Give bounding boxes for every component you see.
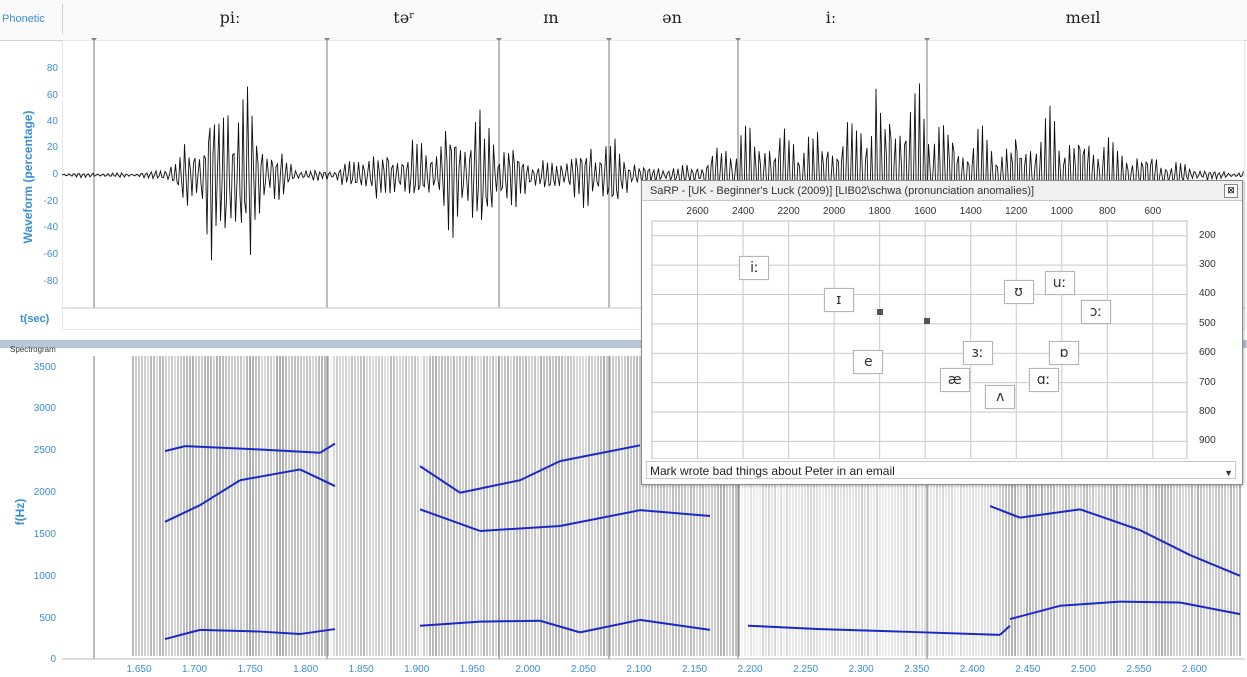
phonetic-segment[interactable]: meɪl (1065, 8, 1101, 27)
f1-tick-label: 700 (1199, 376, 1216, 388)
f1-tick-label: 500 (1199, 317, 1216, 329)
chevron-down-icon[interactable]: ▼ (1224, 468, 1233, 478)
phonetic-tier[interactable]: Phonetic piː təʳ ɪn ən iː meɪl (0, 0, 1247, 42)
f2-tick-label: 1600 (914, 206, 937, 217)
measured-vowel-point[interactable] (876, 309, 883, 316)
phonetic-tier-label: Phonetic (2, 4, 63, 34)
vowel-label[interactable]: ɑː (1028, 367, 1059, 392)
phonetic-segment[interactable]: təʳ (393, 8, 415, 27)
measured-vowel-point[interactable] (924, 317, 931, 324)
spectrogram-x-tick: 2.450 (1015, 664, 1041, 675)
f1-tick-label: 800 (1199, 405, 1216, 417)
spectrogram-x-tick: 2.050 (570, 664, 596, 675)
vowel-label[interactable]: ɒ (1049, 341, 1080, 366)
f2-tick-label: 2600 (686, 206, 709, 217)
waveform-y-tick: 40 (46, 116, 58, 127)
vowel-chart-grid (651, 220, 1188, 459)
spectrogram-x-tick: 1.700 (182, 664, 208, 675)
f2-tick-label: 2000 (823, 206, 846, 217)
waveform-y-tick: -80 (43, 276, 58, 287)
f2-tick-label: 800 (1098, 206, 1116, 217)
vowel-label[interactable]: ɪ (823, 288, 854, 313)
panel-splitter[interactable] (0, 340, 1247, 348)
vowel-chart[interactable] (642, 201, 1242, 459)
waveform-y-tick: 80 (46, 63, 58, 74)
spectrogram-y-tick: 0 (50, 654, 56, 665)
spectrogram-panel-title: Spectrogram (10, 345, 56, 354)
spectrogram-x-tick: 2.600 (1181, 664, 1207, 675)
spectrogram-x-tick: 1.750 (237, 664, 263, 675)
spectrogram-x-tick: 2.350 (904, 664, 930, 675)
spectrogram-x-tick: 2.300 (848, 664, 874, 675)
vowel-label[interactable]: ʌ (985, 385, 1016, 410)
f2-tick-label: 1200 (1005, 206, 1028, 217)
spectrogram-y-tick: 3000 (33, 403, 56, 414)
spectrogram-x-tick: 2.250 (793, 664, 819, 675)
sarp-window-title: SaRP - [UK - Beginner's Luck (2009)] [LI… (642, 181, 1242, 201)
spectrogram-x-tick: 2.400 (959, 664, 985, 675)
vowel-label[interactable]: ɔː (1080, 300, 1111, 325)
phonetic-segment[interactable]: ən (662, 8, 682, 27)
spectrogram-x-tick: 1.800 (293, 664, 319, 675)
f2-tick-label: 1800 (868, 206, 891, 217)
f1-tick-label: 200 (1199, 229, 1216, 241)
f2-tick-label: 2200 (777, 206, 800, 217)
f2-tick-label: 600 (1144, 206, 1162, 217)
close-icon[interactable]: ⊠ (1224, 184, 1238, 198)
phonetic-segment[interactable]: piː (219, 8, 241, 27)
spectrogram-y-tick: 3500 (33, 362, 56, 373)
f2-tick-label: 1000 (1050, 206, 1073, 217)
vowel-label[interactable]: æ (939, 367, 970, 392)
phonetic-segment[interactable]: iː (825, 8, 837, 27)
f1-tick-label: 900 (1199, 435, 1216, 447)
waveform-y-tick: 0 (52, 169, 58, 180)
vowel-label[interactable]: ʊ (1003, 279, 1034, 304)
waveform-y-tick: -40 (43, 222, 58, 233)
vowel-label[interactable]: iː (739, 256, 770, 280)
spectrogram-y-axis-label: f(Hz) (13, 498, 27, 526)
waveform-y-tick: 20 (46, 142, 58, 153)
waveform-y-tick: -60 (43, 249, 58, 260)
spectrogram-x-tick: 2.150 (681, 664, 708, 675)
f1-tick-label: 600 (1199, 347, 1216, 359)
spectrogram-y-tick: 500 (39, 613, 56, 624)
sentence-select[interactable]: Mark wrote bad things about Peter in an … (646, 461, 1236, 479)
waveform-y-tick: -20 (43, 196, 58, 207)
time-axis-label: t(sec) (20, 313, 50, 325)
waveform-y-tick: 60 (46, 90, 58, 101)
spectrogram-y-tick: 2500 (33, 445, 56, 456)
waveform-y-axis-label: Waveform (percentage) (21, 110, 35, 244)
spectrogram-x-tick: 1.950 (459, 664, 485, 675)
vowel-label[interactable]: uː (1044, 270, 1075, 295)
spectrogram-x-tick: 1.900 (404, 664, 430, 675)
phonetic-segment[interactable]: ɪn (543, 8, 559, 27)
spectrogram-x-tick: 2.000 (515, 664, 541, 675)
spectrogram-x-tick: 2.500 (1070, 664, 1096, 675)
spectrogram-x-tick: 2.550 (1126, 664, 1152, 675)
spectrogram-x-tick: 2.200 (737, 664, 763, 675)
f2-tick-label: 2400 (731, 206, 755, 217)
vowel-label[interactable]: ɜː (962, 341, 993, 366)
spectrogram-y-tick: 1000 (33, 571, 56, 582)
f1-tick-label: 300 (1199, 259, 1216, 271)
sarp-vowel-chart-window[interactable]: SaRP - [UK - Beginner's Luck (2009)] [LI… (641, 180, 1243, 485)
spectrogram-x-tick: 2.100 (626, 664, 652, 675)
f2-tick-label: 1400 (959, 206, 982, 217)
spectrogram-energy (132, 356, 1241, 656)
vowel-label[interactable]: e (853, 350, 884, 375)
formant-tracks (164, 442, 1241, 641)
f1-tick-label: 400 (1199, 288, 1216, 300)
spectrogram-x-tick: 1.850 (348, 664, 374, 675)
spectrogram-y-tick: 1500 (33, 529, 56, 540)
sentence-text: Mark wrote bad things about Peter in an … (650, 464, 895, 478)
spectrogram-x-tick: 1.650 (126, 664, 152, 675)
spectrogram-y-tick: 2000 (33, 487, 56, 498)
